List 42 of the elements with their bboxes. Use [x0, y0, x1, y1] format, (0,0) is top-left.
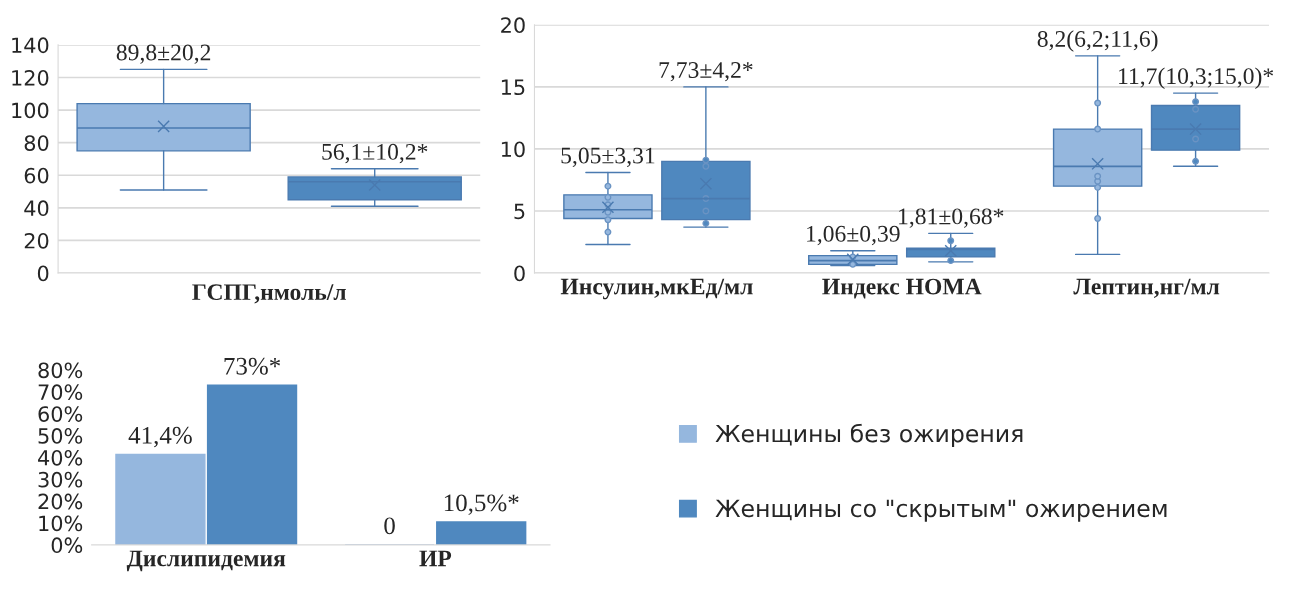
annotation: 8,2(6,2;11,6)	[1037, 30, 1158, 52]
y-tick-label: 20	[501, 17, 525, 34]
annotation: 56,1±10,2*	[322, 143, 428, 164]
y-tick-label: 100	[12, 102, 49, 119]
y-tick-label: 5	[514, 203, 525, 220]
annotation: 1,06±0,39	[807, 225, 900, 246]
annotation: 7,73±4,2*	[659, 62, 753, 82]
data-label: 73%*	[224, 357, 281, 375]
y-tick-label: 50%	[38, 428, 83, 444]
annotation: 11,7(10,3;15,0)*	[1119, 67, 1274, 89]
y-tick-label: 40	[24, 200, 49, 217]
annotation: 89,8±20,2	[116, 44, 211, 64]
data-label: 10,5%*	[444, 494, 519, 515]
y-tick-label: 10	[501, 141, 525, 158]
y-tick-label: 120	[12, 69, 49, 86]
legend-label: Женщины без ожирения	[715, 423, 1023, 448]
y-tick-label: 20	[24, 232, 49, 249]
y-tick-label: 15	[501, 79, 525, 96]
y-tick-label: 0	[514, 265, 525, 282]
legend-label: Женщины со "скрытым" ожирением	[715, 499, 1167, 522]
y-tick-label: 80	[24, 135, 49, 151]
annotation: 1,81±0,68*	[899, 208, 1004, 228]
y-tick-label: 20%	[38, 493, 83, 510]
y-tick-label: 30%	[38, 471, 83, 488]
y-tick-label: 70%	[38, 384, 83, 401]
y-tick-label: 10%	[39, 515, 83, 532]
x-tick-label: ИР	[419, 550, 452, 567]
x-tick-label: Лептин,нг/мл	[1073, 278, 1220, 298]
data-label: 41,4%	[128, 426, 192, 448]
x-tick-label: Дислипидемия	[126, 550, 286, 572]
y-tick-label: 60	[24, 167, 49, 184]
data-label: 0	[384, 517, 395, 535]
x-axis-title: ГСПГ,нмоль/л	[192, 284, 346, 304]
y-tick-label: 140	[12, 37, 49, 54]
y-tick-label: 0%	[51, 537, 83, 554]
y-tick-label: 0	[37, 265, 49, 282]
y-tick-label: 60%	[38, 406, 83, 422]
y-tick-label: 40%	[38, 449, 83, 466]
y-tick-label: 80%	[38, 362, 83, 379]
annotation: 5,05±3,31	[561, 147, 655, 167]
x-tick-label: Индекс НОМА	[822, 278, 982, 299]
x-tick-label: Инсулин,мкЕд/мл	[560, 278, 753, 300]
